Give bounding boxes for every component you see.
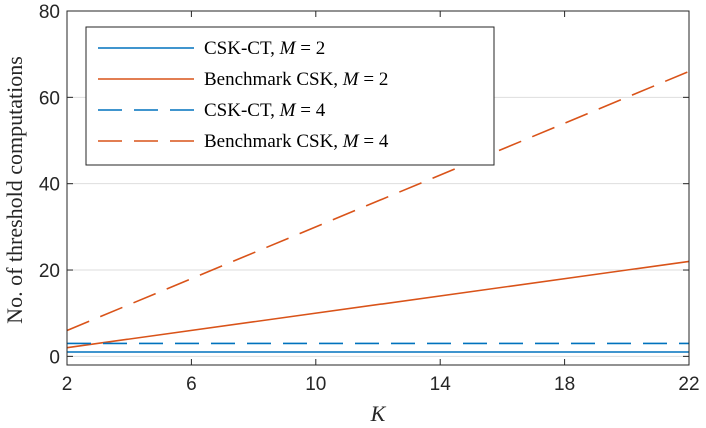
series-line-4 <box>66 70 690 332</box>
axis-ticks: 0 20 40 60 80 2 6 10 14 18 22 <box>39 2 700 395</box>
legend-label-eq: = 2 <box>359 69 389 90</box>
legend-label-eq: = 4 <box>359 131 389 152</box>
legend-label-var: M <box>279 100 297 121</box>
legend-label-text: Benchmark CSK, <box>204 131 343 152</box>
legend-label-text: CSK-CT, <box>204 38 280 59</box>
legend-label-text: CSK-CT, <box>204 100 280 121</box>
legend-label-eq: = 2 <box>296 38 326 59</box>
legend-box <box>85 26 495 166</box>
x-axis-label: K <box>370 401 387 426</box>
y-tick-label: 80 <box>39 2 60 23</box>
series-line-2 <box>66 260 690 349</box>
legend-label-3: CSK-CT, M = 4 <box>204 100 326 121</box>
legend-label-eq: = 4 <box>296 100 326 121</box>
x-tick-label: 22 <box>678 374 699 395</box>
x-tick-label: 6 <box>186 374 197 395</box>
legend-label-var: M <box>342 131 360 152</box>
y-tick-label: 60 <box>39 88 60 109</box>
plot-frame <box>66 10 690 366</box>
y-tick-label: 40 <box>39 175 60 196</box>
legend-label-var: M <box>342 69 360 90</box>
legend-label-var: M <box>279 38 297 59</box>
legend-label-4: Benchmark CSK, M = 4 <box>204 131 389 152</box>
y-axis-label: No. of threshold computations <box>2 56 27 324</box>
x-tick-label: 2 <box>62 374 73 395</box>
y-tick-label: 0 <box>49 347 60 368</box>
legend-label-2: Benchmark CSK, M = 2 <box>204 69 388 90</box>
legend-label-1: CSK-CT, M = 2 <box>204 38 325 59</box>
x-tick-label: 14 <box>430 374 452 395</box>
x-tick-label: 10 <box>305 374 326 395</box>
x-tick-label: 18 <box>554 374 575 395</box>
legend-label-text: Benchmark CSK, <box>204 69 343 90</box>
series-group <box>66 70 690 353</box>
y-tick-label: 20 <box>39 261 60 282</box>
